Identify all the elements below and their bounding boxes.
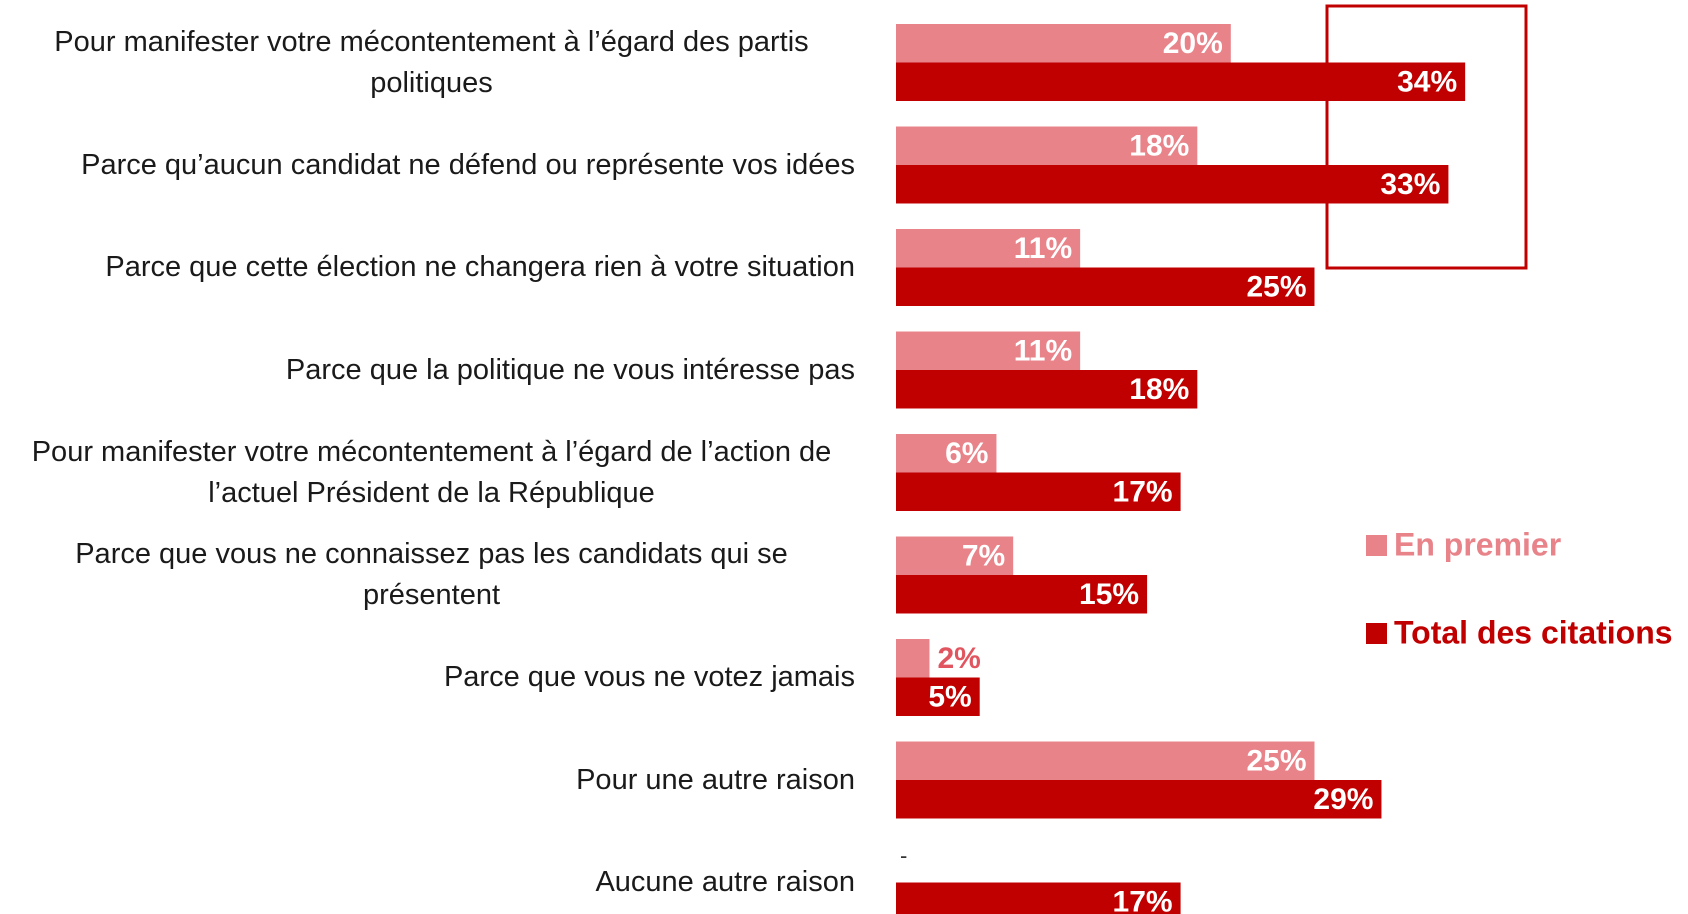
category-label: Parce que vous ne connaissez pas les can…	[75, 538, 788, 611]
value-label: 2%	[937, 642, 980, 675]
value-label: -	[900, 843, 907, 868]
highlight-box	[1325, 4, 1528, 270]
category-label: Parce que vous ne votez jamais	[443, 661, 855, 693]
bar	[896, 331, 1081, 370]
category-label-box: Parce que cette élection ne changera rie…	[8, 229, 855, 306]
value-label: 7%	[962, 540, 1005, 573]
bar	[896, 434, 997, 473]
category-label-box: Parce que la politique ne vous intéresse…	[8, 332, 855, 409]
legend-label: Total des citations	[1394, 614, 1673, 650]
category-label-box: Parce que vous ne votez jamais	[8, 639, 855, 716]
value-label: 6%	[945, 437, 988, 470]
bar	[896, 370, 1198, 409]
category-label-box: Aucune autre raison	[8, 844, 855, 914]
bar	[896, 536, 1014, 575]
value-label: 11%	[1014, 232, 1072, 265]
bar	[896, 472, 1181, 511]
category-label: Pour une autre raison	[576, 763, 855, 796]
value-label: 33%	[1380, 168, 1440, 201]
bar	[896, 62, 1466, 101]
value-label: 17%	[1113, 886, 1173, 914]
bar	[896, 229, 1081, 268]
value-label: 25%	[1246, 271, 1306, 304]
category-label: Aucune autre raison	[595, 866, 855, 898]
value-label: 17%	[1113, 476, 1173, 509]
category-label-box: Pour une autre raison	[8, 742, 855, 819]
category-label-box: Pour manifester votre mécontentement à l…	[8, 24, 855, 101]
bar	[896, 575, 1148, 614]
category-label: Pour manifester votre mécontentement à l…	[31, 435, 832, 509]
value-label: 18%	[1129, 373, 1189, 406]
category-label-box: Parce que vous ne connaissez pas les can…	[8, 537, 855, 614]
value-label: 11%	[1014, 335, 1072, 368]
bar	[896, 267, 1315, 306]
bar	[896, 741, 1315, 780]
category-label: Parce que la politique ne vous intéresse…	[285, 353, 855, 386]
legend-swatch	[1366, 623, 1387, 644]
value-label: 29%	[1313, 783, 1373, 816]
bar	[896, 780, 1382, 819]
value-label: 25%	[1246, 745, 1306, 778]
value-label: 5%	[928, 681, 971, 714]
legend-label: En premier	[1394, 526, 1561, 562]
bar	[896, 126, 1198, 165]
category-label: Parce qu’aucun candidat ne défend ou rep…	[81, 148, 855, 181]
category-label-box: Pour manifester votre mécontentement à l…	[8, 434, 855, 511]
value-label: 34%	[1397, 66, 1457, 99]
bar	[896, 24, 1231, 63]
value-label: 20%	[1163, 27, 1223, 60]
category-label: Parce que cette élection ne changera rie…	[105, 251, 855, 283]
category-label-box: Parce qu’aucun candidat ne défend ou rep…	[8, 127, 855, 204]
value-label: 18%	[1129, 130, 1189, 163]
bar	[896, 882, 1181, 914]
category-label: Pour manifester votre mécontentement à l…	[54, 25, 809, 99]
bar	[896, 639, 930, 678]
legend-swatch	[1366, 535, 1387, 556]
value-label: 15%	[1079, 578, 1139, 611]
bar	[896, 165, 1449, 204]
bar	[896, 677, 980, 716]
